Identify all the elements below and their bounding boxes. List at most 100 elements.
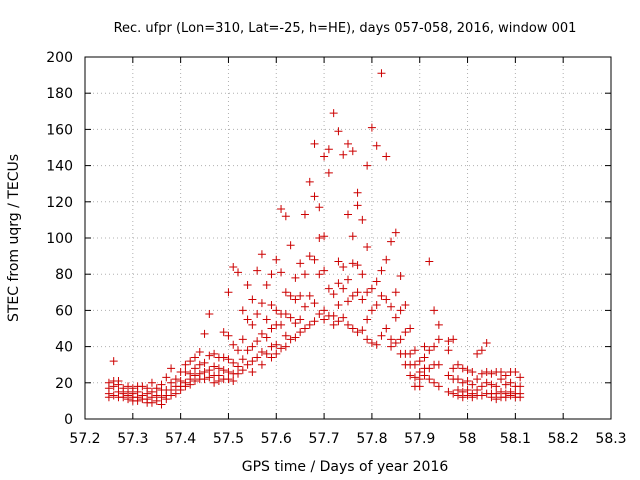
data-point-marker xyxy=(334,127,343,136)
data-point-marker xyxy=(425,375,434,384)
data-point-marker xyxy=(353,188,362,197)
data-point-marker xyxy=(296,315,305,324)
data-point-marker xyxy=(315,270,324,279)
data-point-marker xyxy=(277,268,286,277)
data-point-marker xyxy=(334,257,343,266)
data-point-marker xyxy=(291,273,300,282)
data-point-marker xyxy=(372,141,381,150)
y-axis-label: STEC from uqrg / TECUs xyxy=(6,154,22,322)
data-point-marker xyxy=(344,320,352,329)
data-point-marker xyxy=(234,362,243,371)
data-point-marker xyxy=(320,315,329,324)
data-point-marker xyxy=(257,329,266,338)
data-point-marker xyxy=(482,378,491,387)
data-point-marker xyxy=(157,400,166,409)
x-tick-label: 57.5 xyxy=(213,431,244,447)
data-point-marker xyxy=(415,357,424,366)
data-point-marker xyxy=(434,320,443,329)
data-point-marker xyxy=(238,306,247,315)
data-point-marker xyxy=(377,291,386,300)
data-point-marker xyxy=(449,389,458,398)
data-point-marker xyxy=(463,376,472,385)
data-point-marker xyxy=(195,348,204,357)
data-point-marker xyxy=(219,353,228,362)
data-point-marker xyxy=(181,367,190,376)
data-point-marker xyxy=(516,373,525,382)
data-point-marker xyxy=(181,382,190,391)
data-point-marker xyxy=(214,364,223,373)
data-point-marker xyxy=(353,261,362,270)
data-point-marker xyxy=(468,380,477,389)
data-point-marker xyxy=(367,338,376,347)
data-point-marker xyxy=(296,328,305,337)
data-point-marker xyxy=(267,342,276,351)
data-point-marker xyxy=(305,252,314,261)
data-point-marker xyxy=(176,386,185,395)
data-point-marker xyxy=(147,398,156,407)
x-tick-label: 57.8 xyxy=(356,431,387,447)
y-tick-label: 60 xyxy=(55,303,73,319)
data-point-marker xyxy=(205,310,214,319)
data-point-marker xyxy=(372,300,381,309)
data-point-marker xyxy=(396,335,405,344)
data-point-marker xyxy=(358,295,367,304)
data-point-marker xyxy=(186,357,195,366)
data-point-marker xyxy=(320,232,329,241)
data-point-marker xyxy=(286,291,295,300)
data-point-marker xyxy=(387,335,396,344)
data-point-marker xyxy=(497,375,506,384)
data-point-marker xyxy=(420,342,429,351)
data-point-marker xyxy=(501,371,510,380)
data-point-marker xyxy=(382,255,391,264)
data-point-marker xyxy=(358,270,367,279)
data-point-marker xyxy=(257,348,266,357)
data-point-marker xyxy=(444,337,453,346)
data-point-marker xyxy=(214,376,223,385)
data-point-marker xyxy=(348,259,357,268)
data-point-marker xyxy=(377,266,386,275)
data-point-marker xyxy=(344,275,352,284)
data-point-marker xyxy=(291,333,300,342)
data-point-marker xyxy=(133,396,142,405)
data-point-marker xyxy=(358,326,367,335)
data-point-marker xyxy=(291,295,300,304)
data-point-marker xyxy=(243,360,252,369)
x-tick-label: 57.6 xyxy=(261,431,292,447)
data-point-marker xyxy=(353,288,362,297)
x-tick-label: 58 xyxy=(459,431,477,447)
data-point-marker xyxy=(453,360,462,369)
data-point-marker xyxy=(267,300,276,309)
data-point-marker xyxy=(372,277,381,286)
data-point-marker xyxy=(162,395,171,404)
data-point-marker xyxy=(516,382,525,391)
data-point-marker xyxy=(387,302,396,311)
data-point-marker xyxy=(109,357,118,366)
y-tick-label: 100 xyxy=(46,231,73,247)
data-point-marker xyxy=(272,306,281,315)
data-point-marker xyxy=(339,150,348,159)
data-point-marker xyxy=(501,393,510,402)
data-point-marker xyxy=(487,393,496,402)
data-point-marker xyxy=(200,358,209,367)
data-point-marker xyxy=(506,391,515,400)
data-point-marker xyxy=(511,367,520,376)
data-point-marker xyxy=(229,358,238,367)
data-point-marker xyxy=(234,268,243,277)
data-point-marker xyxy=(286,335,295,344)
data-point-marker xyxy=(310,255,319,264)
data-point-marker xyxy=(329,320,338,329)
data-point-marker xyxy=(516,393,525,402)
data-point-marker xyxy=(344,297,352,306)
data-point-marker xyxy=(415,375,424,384)
data-point-marker xyxy=(167,391,176,400)
data-point-marker xyxy=(238,366,247,375)
x-axis-label: GPS time / Days of year 2016 xyxy=(242,459,449,475)
data-point-marker xyxy=(430,342,439,351)
data-point-marker xyxy=(224,331,233,340)
data-point-marker xyxy=(444,371,453,380)
x-tick-label: 58.1 xyxy=(500,431,531,447)
x-tick-label: 58.3 xyxy=(595,431,626,447)
data-point-marker xyxy=(415,382,424,391)
data-point-marker xyxy=(382,152,391,161)
